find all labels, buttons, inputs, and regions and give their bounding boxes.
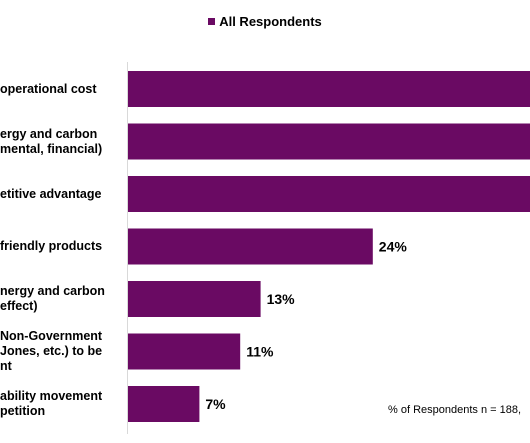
category-label-line: effect) [0, 299, 38, 313]
category-label-5: Non-Government Jones, etc.) to be nt [0, 329, 122, 374]
legend: All Respondents [0, 14, 530, 29]
category-label-3: friendly products [0, 239, 122, 254]
legend-label: All Respondents [219, 14, 322, 29]
bar-3 [128, 228, 373, 265]
category-label-2: etitive advantage [0, 187, 122, 202]
y-axis-line [127, 62, 128, 434]
bar-6 [128, 386, 200, 422]
category-label-line: Non-Government [0, 329, 103, 343]
category-label-4: nergy and carbon effect) [0, 284, 122, 314]
bar-1 [128, 123, 530, 160]
data-label-5: 11% [246, 344, 274, 360]
category-label-line: friendly products [0, 239, 103, 253]
legend-swatch [208, 18, 216, 25]
category-label-line: mental, financial) [0, 141, 103, 156]
category-label-line: ergy and carbon [0, 126, 98, 141]
bar-0 [128, 71, 530, 107]
data-label-6: 7% [205, 396, 226, 412]
category-label-line: nergy and carbon [0, 284, 105, 298]
bar-4 [128, 281, 261, 317]
category-label-line: Jones, etc.) to be [0, 344, 103, 358]
category-label-line: etitive advantage [0, 186, 102, 201]
category-label-line: petition [0, 404, 46, 418]
data-label-4: 13% [267, 291, 296, 307]
bar-2 [128, 176, 530, 212]
category-label-line: nt [0, 359, 12, 373]
category-label-line: operational cost [0, 81, 97, 96]
category-label-6: ability movement petition [0, 389, 122, 419]
category-label-line: ability movement [0, 389, 103, 403]
data-label-3: 24% [379, 239, 408, 255]
footnote: % of Respondents n = 188, [388, 404, 522, 416]
bar-5 [128, 333, 241, 370]
category-label-1: ergy and carbon mental, financial) [0, 127, 122, 157]
category-label-0: operational cost [0, 82, 122, 97]
